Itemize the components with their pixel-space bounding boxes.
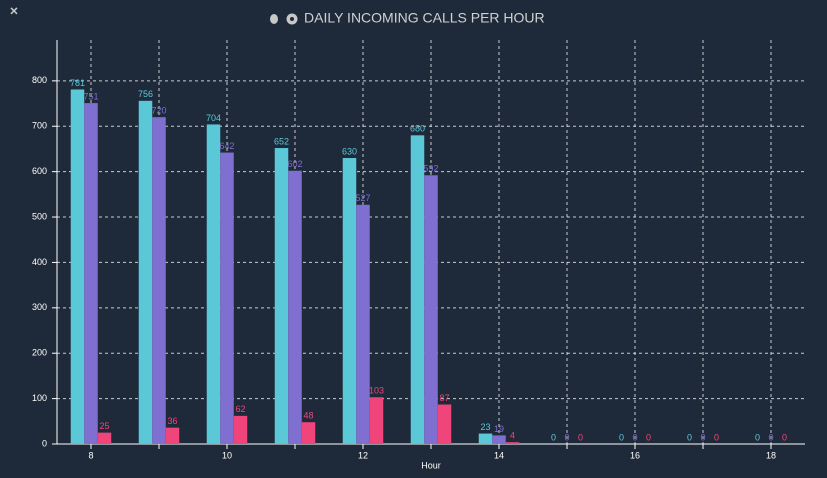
value-label: 23	[480, 422, 490, 432]
bar	[288, 170, 302, 444]
value-label: 527	[355, 193, 370, 203]
x-axis-label: Hour	[421, 460, 441, 470]
value-label: 602	[287, 159, 302, 169]
value-label: 87	[439, 393, 449, 403]
bar	[492, 435, 506, 444]
bar	[220, 152, 234, 444]
value-label: 19	[494, 424, 504, 434]
value-label: 0	[578, 432, 583, 442]
value-label: 48	[303, 411, 313, 421]
bar	[410, 135, 425, 444]
value-label: 0	[551, 432, 556, 442]
bar	[84, 103, 98, 445]
y-tick-label: 400	[32, 257, 47, 267]
y-tick-label: 0	[42, 438, 47, 448]
bar	[206, 124, 221, 444]
bar	[301, 422, 316, 444]
y-tick-label: 300	[32, 302, 47, 312]
value-label: 4	[510, 431, 515, 441]
value-label: 704	[206, 113, 221, 123]
value-label: 652	[274, 136, 289, 146]
bar	[152, 117, 166, 444]
bar	[342, 158, 357, 445]
value-label: 720	[151, 106, 166, 116]
bar	[356, 204, 370, 444]
bar	[97, 432, 112, 444]
y-tick-label: 600	[32, 166, 47, 176]
y-tick-label: 500	[32, 211, 47, 221]
bar	[233, 415, 248, 444]
value-label: 0	[700, 432, 705, 442]
value-label: 103	[369, 386, 384, 396]
value-label: 25	[99, 421, 109, 431]
value-label: 0	[782, 432, 787, 442]
value-label: 642	[219, 141, 234, 151]
chart-title: DAILY INCOMING CALLS PER HOUR	[304, 10, 545, 26]
bar	[478, 433, 493, 444]
value-label: 0	[632, 432, 637, 442]
value-label: 0	[687, 432, 692, 442]
y-tick-label: 700	[32, 121, 47, 131]
title-icons	[270, 13, 298, 25]
x-tick-label: 8	[88, 450, 93, 460]
y-tick-label: 200	[32, 348, 47, 358]
close-button[interactable]: ×	[10, 3, 18, 19]
x-tick-label: 10	[222, 450, 232, 460]
x-tick-label: 14	[494, 450, 504, 460]
bar	[165, 427, 180, 444]
value-label: 0	[619, 432, 624, 442]
value-label: 0	[646, 432, 651, 442]
value-label: 592	[423, 164, 438, 174]
bar	[274, 148, 289, 444]
y-tick-label: 800	[32, 75, 47, 85]
y-tick-label: 100	[32, 393, 47, 403]
value-label: 0	[714, 432, 719, 442]
bar	[505, 442, 520, 444]
value-label: 756	[138, 89, 153, 99]
value-label: 36	[167, 416, 177, 426]
bar	[369, 397, 384, 444]
value-label: 0	[755, 432, 760, 442]
x-tick-label: 16	[630, 450, 640, 460]
value-label: 781	[70, 78, 85, 88]
value-label: 62	[235, 404, 245, 414]
value-label: 0	[768, 432, 773, 442]
x-tick-label: 12	[358, 450, 368, 460]
value-label: 751	[83, 91, 98, 101]
value-label: 630	[342, 146, 357, 156]
bar	[437, 404, 452, 444]
x-tick-label: 18	[766, 450, 776, 460]
bar	[138, 100, 153, 444]
value-label: 0	[564, 432, 569, 442]
bar	[70, 89, 85, 445]
bar	[424, 175, 438, 444]
value-label: 680	[410, 124, 425, 134]
